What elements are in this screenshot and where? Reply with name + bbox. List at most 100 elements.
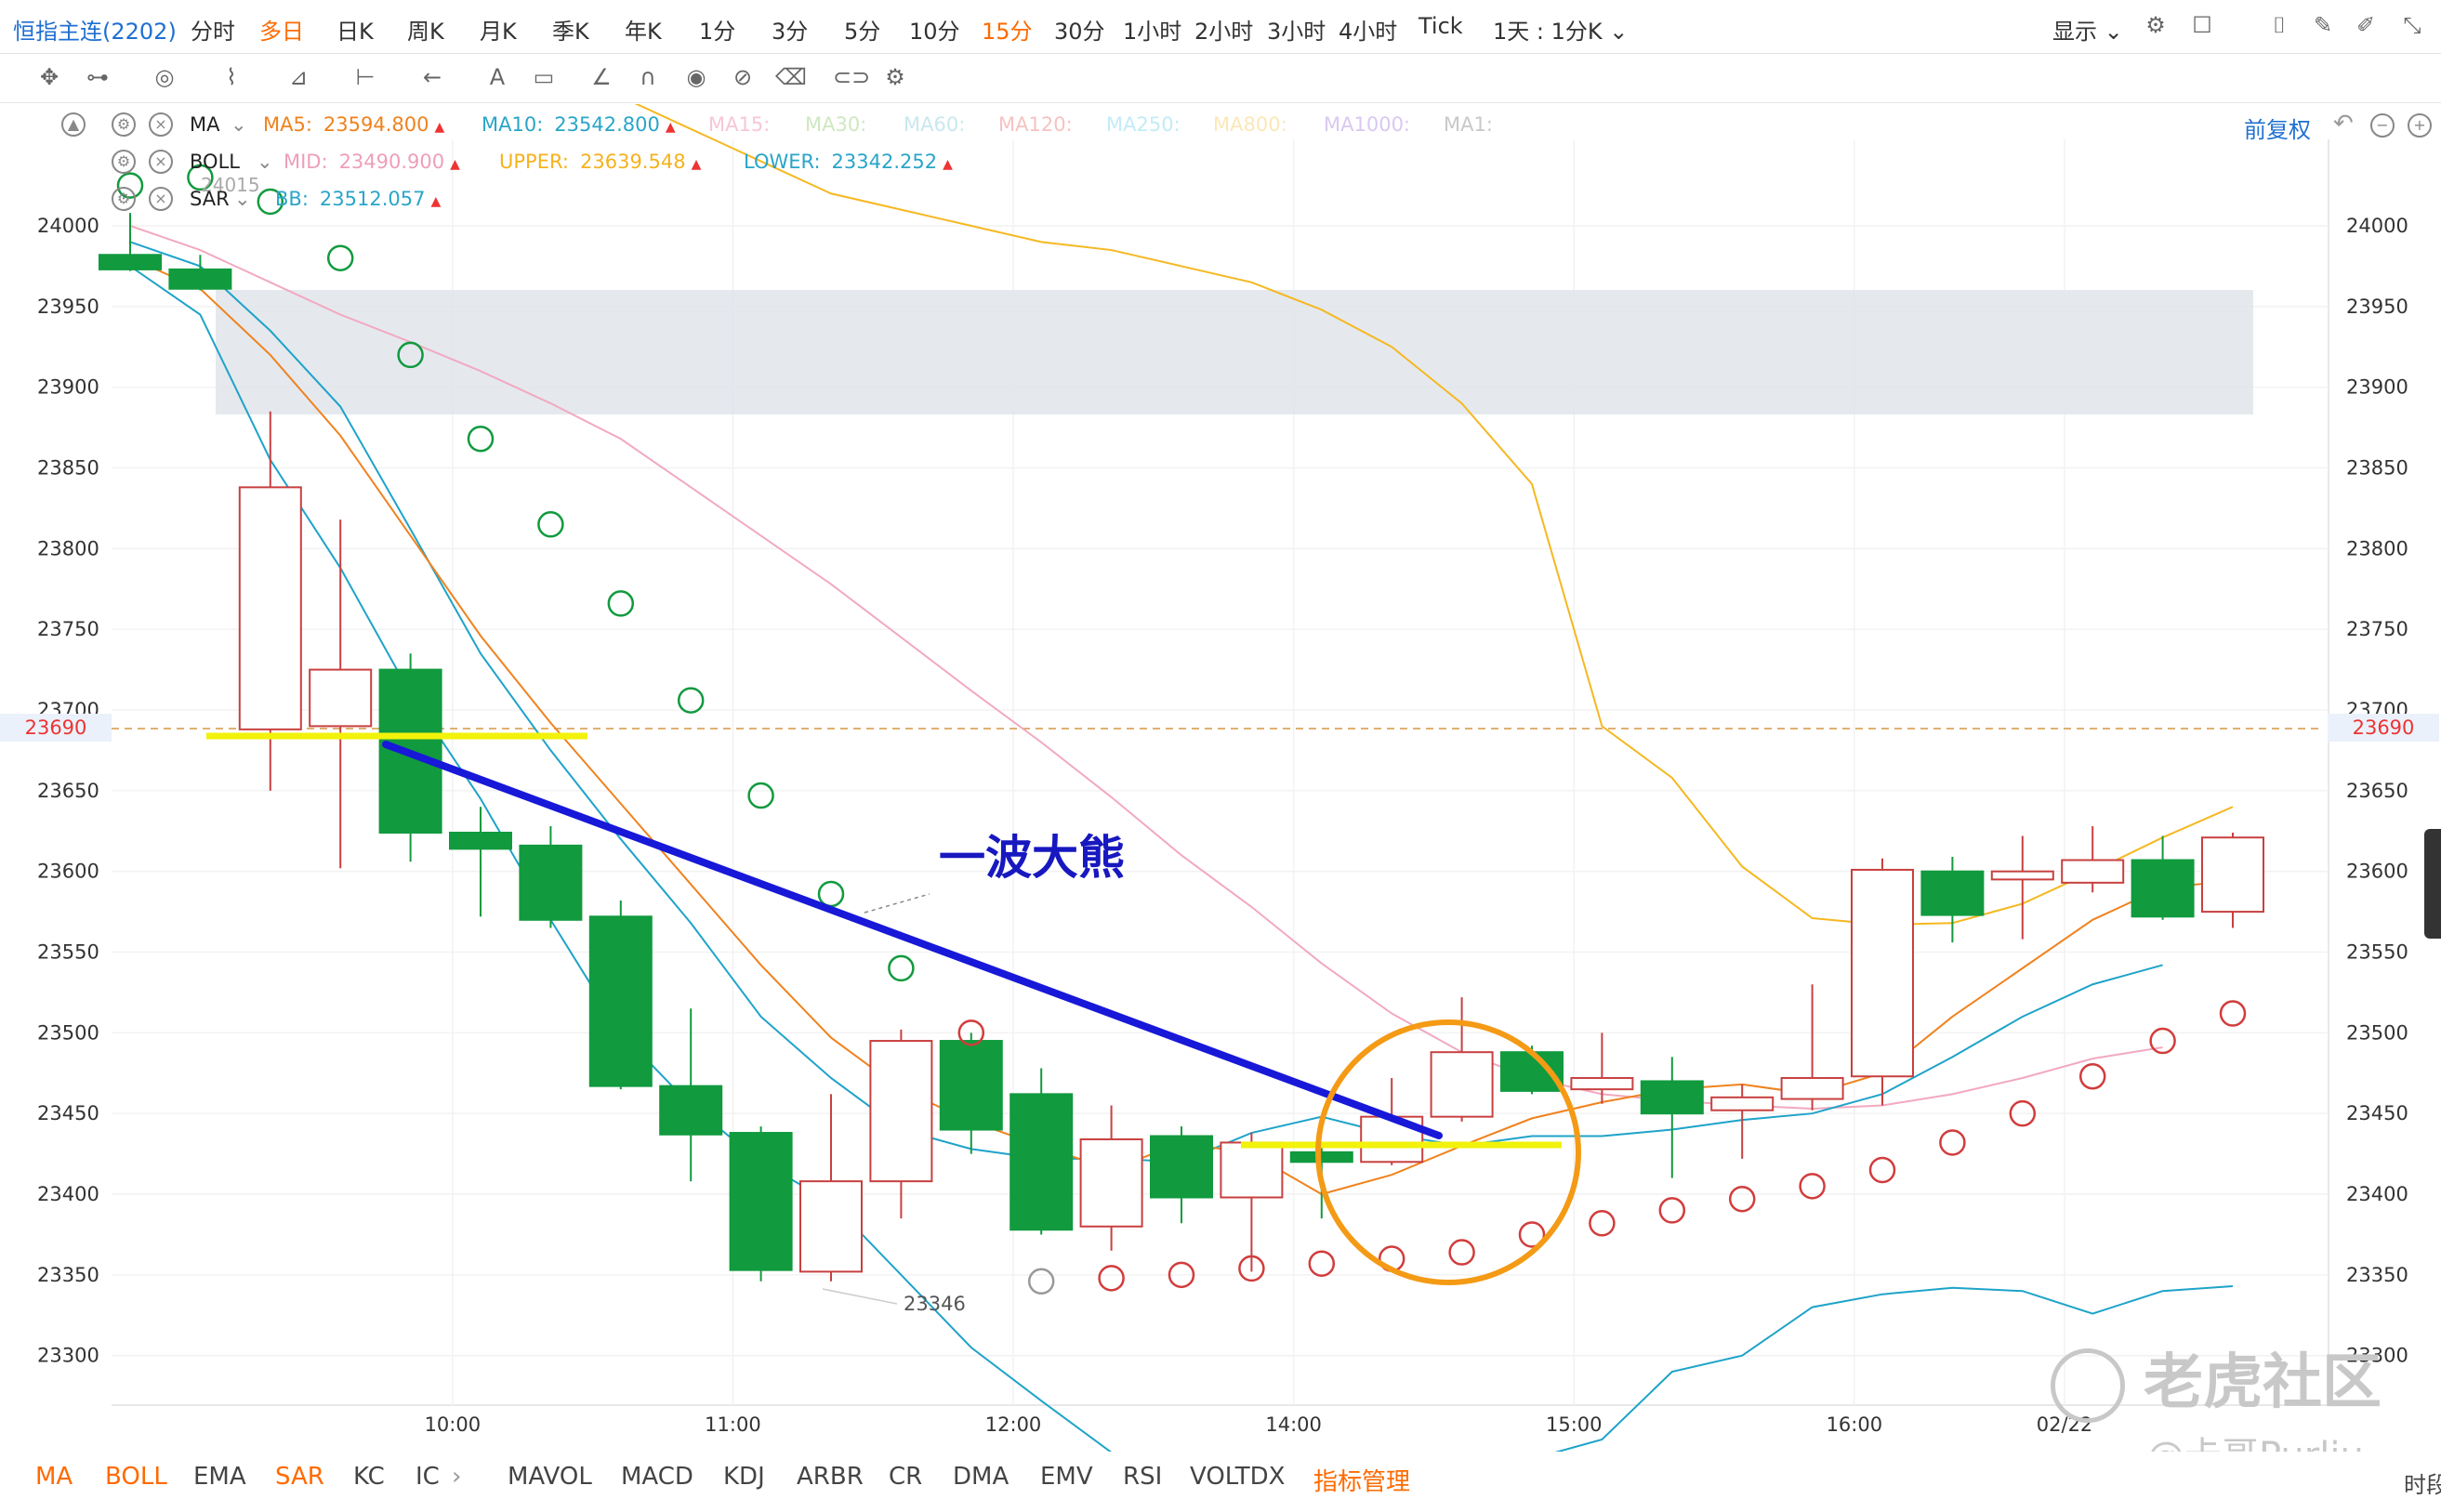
chevron-right-icon[interactable]: ›	[452, 1463, 462, 1491]
up-triangle-icon: ▲	[665, 120, 676, 135]
up-triangle-icon: ▲	[434, 120, 445, 135]
sar-close-icon[interactable]: ×	[149, 187, 173, 211]
range-select[interactable]: 1天 : 1分K ⌄	[1493, 19, 1629, 45]
sar-dot	[1168, 1261, 1195, 1289]
period-tab[interactable]: 4小时	[1339, 19, 1398, 45]
magnet-icon[interactable]: ∩	[640, 64, 656, 90]
period-tab[interactable]: 2小时	[1194, 19, 1254, 45]
wave-tool-icon[interactable]: ⌇	[226, 64, 237, 90]
link-icon[interactable]: ⊂⊃	[833, 64, 871, 90]
zoom-in-icon[interactable]: +	[2408, 113, 2432, 138]
sar-dot	[607, 590, 635, 617]
period-tab[interactable]: 1分	[699, 19, 736, 45]
indicator-tab[interactable]: MA	[35, 1463, 73, 1491]
indicator-tab[interactable]: MAVOL	[508, 1463, 592, 1491]
y-tick-left: 23650	[37, 780, 99, 802]
indicator-tab[interactable]: DMA	[953, 1463, 1009, 1491]
range-tool-icon[interactable]: ⊢	[355, 64, 376, 90]
pencil-tool-icon[interactable]: ∠	[591, 64, 612, 90]
hide-icon[interactable]: ⊘	[732, 64, 753, 90]
settings-gear-icon[interactable]: ⚙	[2145, 12, 2166, 38]
comment-tool-icon[interactable]: ▭	[533, 64, 555, 90]
sar-dot	[1448, 1239, 1475, 1266]
period-tab[interactable]: 多日	[259, 19, 304, 45]
period-tab[interactable]: 季K	[552, 19, 589, 45]
candle-up	[1220, 1141, 1284, 1199]
arrow-left-icon[interactable]: ←	[422, 64, 442, 90]
indicator-tab[interactable]: 指标管理	[1313, 1468, 1411, 1496]
sar-dot	[1799, 1173, 1826, 1200]
side-panel-handle[interactable]	[2424, 829, 2441, 939]
period-tab[interactable]: 3小时	[1267, 19, 1326, 45]
boll-name: BOLL	[190, 151, 240, 173]
candle-up	[1710, 1096, 1775, 1111]
period-tab[interactable]: 5分	[844, 19, 881, 45]
boll-upper-line	[634, 104, 2234, 926]
indicator-tab[interactable]: ARBR	[797, 1463, 864, 1491]
sar-dot	[1658, 1197, 1686, 1224]
period-tab[interactable]: 10分	[909, 19, 960, 45]
trash-icon[interactable]: ⌫	[775, 64, 807, 90]
period-tab[interactable]: 3分	[772, 19, 809, 45]
move-cross-icon[interactable]: ✥	[39, 64, 59, 90]
indicator-tab[interactable]: IC	[416, 1463, 440, 1491]
fullscreen-icon[interactable]: ⤡	[2403, 12, 2421, 38]
indicator-tab[interactable]: EMV	[1040, 1463, 1093, 1491]
layout-square-icon[interactable]: ☐	[2192, 12, 2212, 38]
zoom-out-icon[interactable]: −	[2370, 113, 2395, 138]
tool-settings-icon[interactable]: ⚙	[885, 64, 905, 90]
chevron-down-icon[interactable]: ⌄	[231, 113, 247, 136]
symbol-title[interactable]: 恒指主连(2202)	[13, 19, 177, 45]
indicator-tab[interactable]: BOLL	[105, 1463, 167, 1491]
sar-dot	[1868, 1156, 1896, 1184]
period-tab[interactable]: 年K	[625, 19, 662, 45]
collapse-up-icon[interactable]: ▲	[61, 112, 86, 137]
period-tab[interactable]: 15分	[982, 19, 1033, 45]
segment-line-icon[interactable]: ⊶	[86, 64, 109, 90]
fib-tool-icon[interactable]: ⊿	[288, 64, 309, 90]
undo-icon[interactable]: ↶	[2333, 110, 2354, 138]
camera-icon[interactable]: ⌷	[2272, 12, 2287, 38]
candle-up	[2061, 859, 2125, 884]
indicator-tab[interactable]: RSI	[1123, 1463, 1163, 1491]
indicator-tab[interactable]: VOLTDX	[1190, 1463, 1286, 1491]
ma-close-icon[interactable]: ×	[149, 112, 173, 137]
period-tab[interactable]: 1小时	[1123, 19, 1182, 45]
sar-dot	[2219, 1000, 2247, 1027]
price-chart[interactable]: 一波大熊 23346 24015 24000 23950 23900 23850 238…	[0, 104, 2441, 1452]
y-tick-left: 23300	[37, 1345, 99, 1367]
period-tab[interactable]: 30分	[1054, 19, 1105, 45]
indicator-tab[interactable]: MACD	[621, 1463, 693, 1491]
indicator-tab[interactable]: EMA	[193, 1463, 246, 1491]
boll-close-icon[interactable]: ×	[149, 150, 173, 174]
sar-settings-icon[interactable]: ⚙	[112, 187, 136, 211]
x-tick: 10:00	[425, 1413, 482, 1436]
y-tick-right: 23900	[2346, 376, 2408, 399]
period-tab[interactable]: 周K	[407, 19, 444, 45]
candle-down	[588, 915, 653, 1087]
adjust-mode[interactable]: 前复权	[2244, 117, 2311, 143]
chevron-down-icon[interactable]: ⌄	[234, 188, 251, 210]
text-tool-icon[interactable]: A	[489, 64, 506, 90]
candle-down	[1640, 1080, 1704, 1115]
y-tick-left: 23400	[37, 1183, 99, 1205]
y-tick-right: 23450	[2346, 1102, 2408, 1124]
pen-icon[interactable]: ✐	[2355, 12, 2376, 38]
period-tab[interactable]: Tick	[1418, 13, 1463, 39]
period-tab[interactable]: 日K	[336, 19, 374, 45]
circle-tool-icon[interactable]: ◎	[154, 64, 175, 90]
low-leader	[822, 1288, 898, 1305]
ma-settings-icon[interactable]: ⚙	[112, 112, 136, 137]
boll-settings-icon[interactable]: ⚙	[112, 150, 136, 174]
indicator-tab[interactable]: KDJ	[723, 1463, 765, 1491]
indicator-tab[interactable]: KC	[353, 1463, 385, 1491]
session-label[interactable]: 时段	[2404, 1472, 2441, 1498]
indicator-tab[interactable]: SAR	[275, 1463, 324, 1491]
display-menu[interactable]: 显示 ⌄	[2052, 19, 2123, 45]
chevron-down-icon[interactable]: ⌄	[257, 151, 273, 173]
eye-icon[interactable]: ◉	[686, 64, 706, 90]
edit-note-icon[interactable]: ✎	[2313, 12, 2333, 38]
indicator-tab[interactable]: CR	[889, 1463, 923, 1491]
period-tab[interactable]: 分时	[191, 19, 235, 45]
period-tab[interactable]: 月K	[480, 19, 517, 45]
